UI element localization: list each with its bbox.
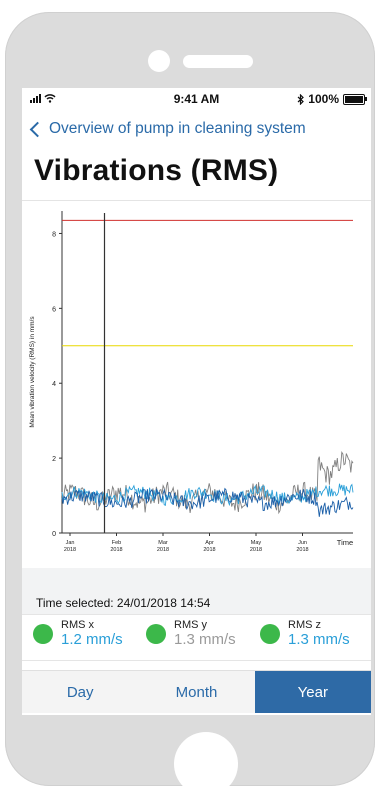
x-tick-year: 2018 <box>157 547 169 553</box>
wifi-icon <box>44 94 56 103</box>
x-tick-year: 2018 <box>110 547 122 553</box>
home-button[interactable] <box>174 732 238 796</box>
rms-z-status-dot <box>260 624 280 644</box>
rms-x-label: RMS x <box>61 619 94 631</box>
x-tick-month: May <box>251 540 262 546</box>
status-bar: 9:41 AM 100% <box>22 88 371 110</box>
rms-z-value: 1.3 mm/s <box>288 631 350 648</box>
back-button[interactable]: Overview of pump in cleaning system <box>28 120 306 138</box>
vibration-chart[interactable]: 0 2 4 6 8 Mean vibration velocity (RMS) in mm… <box>22 200 371 581</box>
y-tick-label: 4 <box>52 381 56 388</box>
x-tick-year: 2018 <box>203 547 215 553</box>
status-time: 9:41 AM <box>173 92 220 106</box>
tab-day[interactable]: Day <box>66 683 94 701</box>
rms-z-label: RMS z <box>288 619 321 631</box>
rms-y-item[interactable]: RMS y 1.3 mm/s <box>146 619 236 649</box>
battery-icon <box>343 93 367 105</box>
y-tick-label: 0 <box>52 531 56 538</box>
x-tick-month: Jan <box>66 540 75 546</box>
chart-svg: 0 2 4 6 8 Mean vibration velocity (RMS) in mm… <box>29 211 354 553</box>
signal-wifi <box>30 93 56 103</box>
status-right: 100% <box>297 92 367 106</box>
x-tick-month: Jun <box>298 540 307 546</box>
y-tick-label: 2 <box>52 456 56 463</box>
battery-percent: 100% <box>308 92 339 106</box>
tab-year[interactable]: Year <box>254 671 371 713</box>
bluetooth-icon <box>297 93 305 105</box>
y-axis-label: Mean vibration velocity (RMS) in mm/s <box>29 316 36 428</box>
y-tick-label: 8 <box>52 231 56 238</box>
series-rms-y-line <box>61 450 354 515</box>
rms-z-item[interactable]: RMS z 1.3 mm/s <box>260 619 350 649</box>
period-tabs: Day Month Year <box>22 670 371 713</box>
signal-icon <box>30 94 41 103</box>
chevron-left-icon <box>29 121 46 137</box>
page-title: Vibrations (RMS) <box>34 154 279 187</box>
x-tick-year: 2018 <box>296 547 308 553</box>
series-rms-z-line <box>61 487 354 517</box>
rms-y-status-dot <box>146 624 166 644</box>
rms-y-label: RMS y <box>174 619 207 631</box>
app-screen: 9:41 AM 100% Overview of pump in cleanin… <box>22 88 371 715</box>
x-tick-year: 2018 <box>250 547 262 553</box>
y-tick-label: 6 <box>52 306 56 313</box>
info-band <box>22 568 371 616</box>
speaker-grille <box>183 55 253 68</box>
rms-legend: RMS x 1.2 mm/s RMS y 1.3 mm/s RMS z 1.3 … <box>22 614 371 661</box>
x-tick-year: 2018 <box>64 547 76 553</box>
rms-x-status-dot <box>33 624 53 644</box>
x-tick-month: Apr <box>205 540 214 546</box>
x-tick-month: Mar <box>158 540 168 546</box>
rms-x-item[interactable]: RMS x 1.2 mm/s <box>33 619 123 649</box>
back-label: Overview of pump in cleaning system <box>49 120 306 137</box>
camera-icon <box>148 50 170 72</box>
x-tick-month: Feb <box>112 540 121 546</box>
time-selected: Time selected: 24/01/2018 14:54 <box>36 596 211 610</box>
rms-x-value: 1.2 mm/s <box>61 631 123 648</box>
tab-month[interactable]: Month <box>175 683 218 701</box>
rms-y-value: 1.3 mm/s <box>174 631 236 648</box>
x-axis-label: Time <box>337 538 353 547</box>
